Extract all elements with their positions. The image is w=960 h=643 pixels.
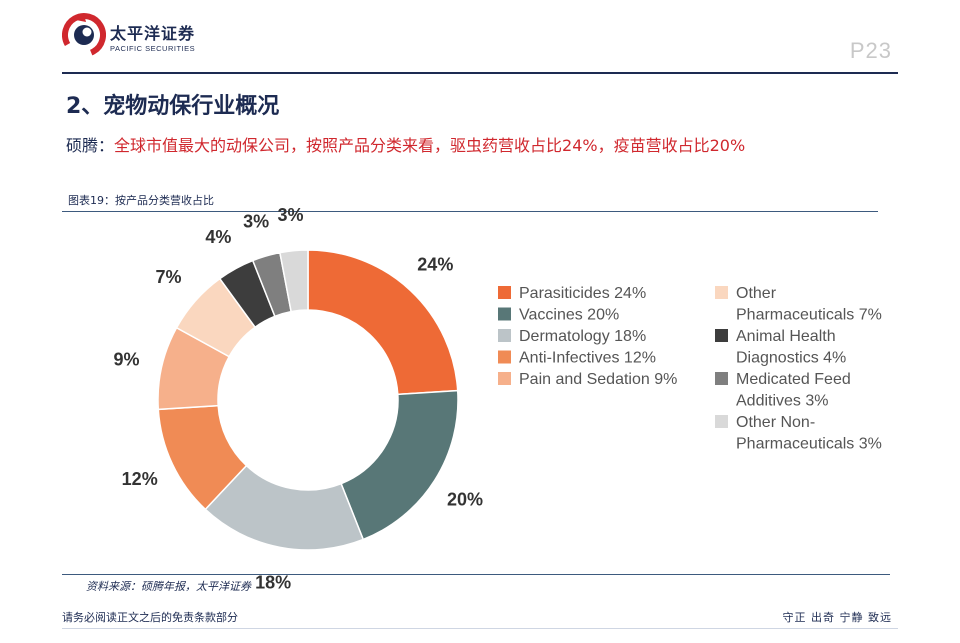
slice-label-anti-infectives: 12% [122,469,158,489]
legend-item-vaccines: Vaccines 20% [498,307,619,324]
slice-other-non-pharmaceuticals [279,249,309,313]
slice-parasiticides [307,249,459,396]
highlight-paragraph: 硕腾：全球市值最大的动保公司，按照产品分类来看，驱虫药营收占比24%，疫苗营收占… [66,133,876,158]
figure-caption: 图表19：按产品分类营收占比 [68,194,214,207]
legend-item-medicated-feed-additives: Medicated Feed Additives 3% [715,371,851,410]
slice-label-other-non-pharmaceuticals: 3% [277,205,303,225]
slice-vaccines [340,389,459,541]
slice-label-dermatology: 18% [255,573,291,593]
highlight-label: 硕腾： [66,136,115,155]
legend-swatch-animal-health-diagnostics [715,329,728,342]
company-name-cn: 太平洋证券 [110,24,196,43]
footer-divider [62,628,898,629]
legend-item-parasiticides: Parasiticides 24% [498,285,646,302]
legend-label-vaccines: Vaccines 20% [519,307,619,324]
page-number: P23 [849,38,892,63]
legend-label-other-non-pharmaceuticals: Other Non- [736,414,815,431]
figure-source: 资料来源：硕腾年报，太平洋证券 [86,580,251,593]
source-divider [62,574,890,575]
legend-item-anti-infectives: Anti-Infectives 12% [498,350,656,367]
legend-label-pain-and-sedation: Pain and Sedation 9% [519,371,677,388]
slice-label-pain-and-sedation: 9% [113,349,139,369]
slice-label-animal-health-diagnostics: 4% [205,227,231,247]
legend-swatch-anti-infectives [498,350,511,364]
pacific-securities-logo-icon [62,12,106,56]
disclaimer-text: 请务必阅读正文之后的免责条款部分 [62,611,238,624]
legend-label-anti-infectives: Anti-Infectives 12% [519,350,656,367]
slice-label-parasiticides: 24% [417,254,453,274]
slice-label-vaccines: 20% [447,490,483,510]
legend-label-medicated-feed-additives: Additives 3% [736,393,829,410]
legend-label-other-non-pharmaceuticals: Pharmaceuticals 3% [736,436,882,453]
legend-item-dermatology: Dermatology 18% [498,328,646,345]
company-name-en: PACIFIC SECURITIES [110,44,196,53]
legend-label-animal-health-diagnostics: Animal Health [736,328,836,345]
legend-swatch-other-non-pharmaceuticals [715,415,728,428]
legend-label-medicated-feed-additives: Medicated Feed [736,371,851,388]
slice-label-medicated-feed-additives: 3% [243,211,269,231]
legend-label-parasiticides: Parasiticides 24% [519,285,646,302]
legend-item-other-non-pharmaceuticals: Other Non- Pharmaceuticals 3% [715,414,882,453]
company-motto: 守正 出奇 宁静 致远 [782,611,892,624]
legend-label-dermatology: Dermatology 18% [519,328,646,345]
legend-item-animal-health-diagnostics: Animal Health Diagnostics 4% [715,328,846,367]
legend-swatch-vaccines [498,307,511,321]
slice-label-other-pharmaceuticals: 7% [155,267,181,287]
legend-item-pain-and-sedation: Pain and Sedation 9% [498,371,677,388]
header-divider [62,72,898,74]
legend-label-other-pharmaceuticals: Other [736,285,777,302]
legend-swatch-pain-and-sedation [498,372,511,385]
legend-swatch-parasiticides [498,286,511,299]
legend-label-other-pharmaceuticals: Pharmaceuticals 7% [736,307,882,324]
highlight-text: 全球市值最大的动保公司，按照产品分类来看，驱虫药营收占比24%，疫苗营收占比20… [114,136,746,155]
section-title: 2、宠物动保行业概况 [66,94,280,119]
figure-caption-divider [62,211,878,212]
legend-swatch-dermatology [498,329,511,342]
legend-swatch-other-pharmaceuticals [715,286,728,299]
legend-item-other-pharmaceuticals: Other Pharmaceuticals 7% [715,285,882,324]
legend-label-animal-health-diagnostics: Diagnostics 4% [736,350,846,367]
legend-swatch-medicated-feed-additives [715,372,728,385]
